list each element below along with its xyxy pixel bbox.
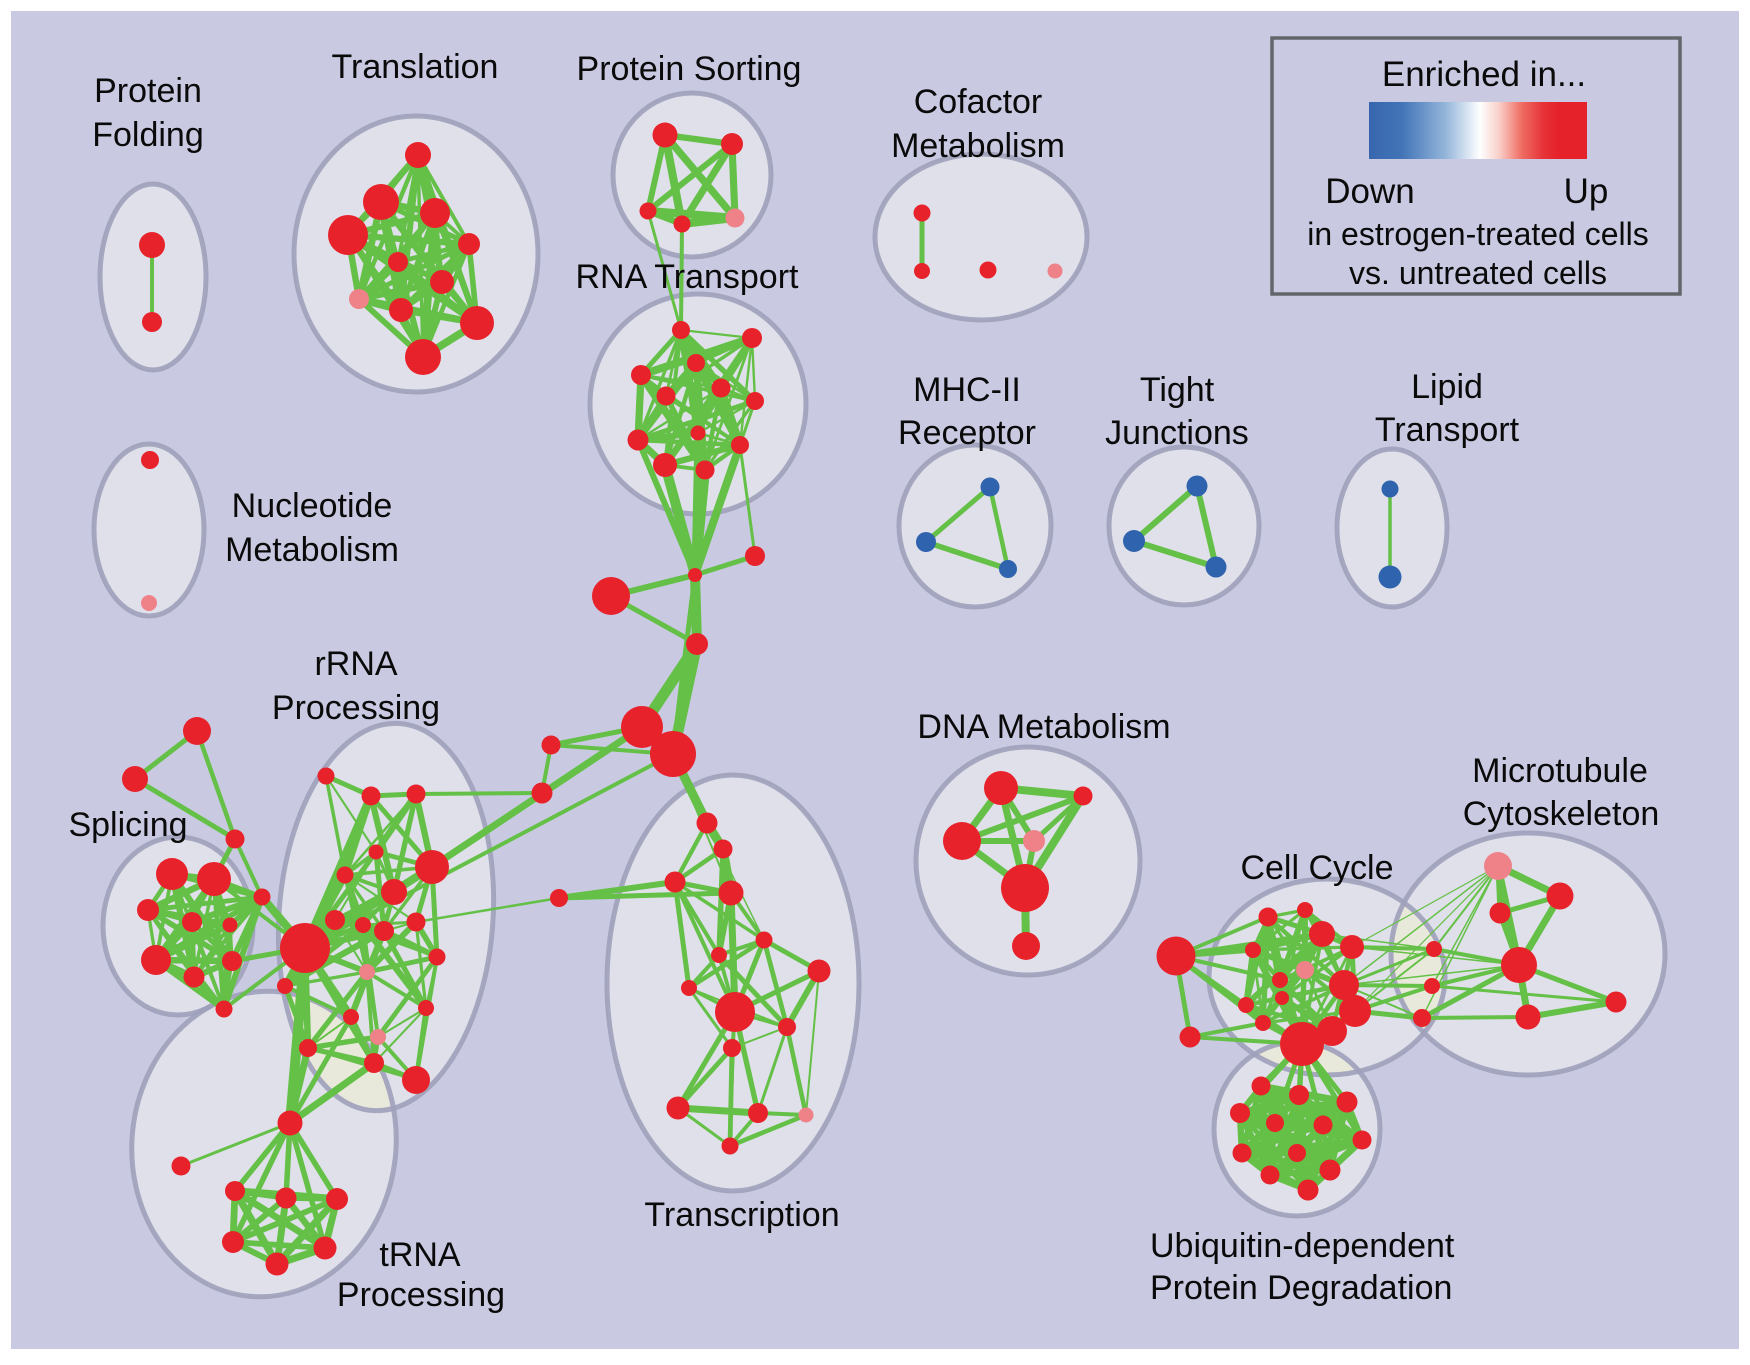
- svg-text:Microtubule: Microtubule: [1472, 752, 1648, 790]
- svg-text:DNA Metabolism: DNA Metabolism: [917, 708, 1170, 746]
- svg-text:Transport: Transport: [1375, 411, 1520, 449]
- svg-text:Cytoskeleton: Cytoskeleton: [1463, 795, 1660, 833]
- svg-text:Metabolism: Metabolism: [891, 127, 1065, 165]
- svg-text:Nucleotide: Nucleotide: [232, 487, 393, 525]
- svg-text:Cofactor: Cofactor: [914, 83, 1043, 121]
- svg-text:Splicing: Splicing: [68, 806, 187, 844]
- svg-text:MHC-II: MHC-II: [913, 371, 1021, 409]
- svg-text:Up: Up: [1564, 172, 1609, 211]
- svg-text:Folding: Folding: [92, 116, 204, 154]
- svg-text:Ubiquitin-dependent: Ubiquitin-dependent: [1150, 1227, 1455, 1265]
- svg-text:in estrogen-treated cells: in estrogen-treated cells: [1307, 216, 1649, 252]
- svg-text:Translation: Translation: [332, 48, 499, 86]
- svg-text:Enriched in...: Enriched in...: [1382, 55, 1586, 94]
- svg-text:vs. untreated cells: vs. untreated cells: [1349, 255, 1607, 291]
- svg-text:Protein Sorting: Protein Sorting: [577, 50, 802, 88]
- svg-text:Processing: Processing: [337, 1276, 505, 1314]
- svg-text:Protein Degradation: Protein Degradation: [1150, 1269, 1452, 1307]
- svg-text:Protein: Protein: [94, 72, 202, 110]
- svg-text:Receptor: Receptor: [898, 414, 1036, 452]
- svg-text:Tight: Tight: [1140, 371, 1215, 409]
- svg-text:Junctions: Junctions: [1105, 414, 1249, 452]
- svg-text:rRNA: rRNA: [314, 645, 397, 683]
- svg-text:Lipid: Lipid: [1411, 368, 1483, 406]
- svg-text:Processing: Processing: [272, 689, 440, 727]
- svg-text:Cell Cycle: Cell Cycle: [1240, 849, 1393, 887]
- svg-text:Transcription: Transcription: [644, 1196, 839, 1234]
- svg-text:RNA Transport: RNA Transport: [576, 258, 800, 296]
- svg-text:Metabolism: Metabolism: [225, 531, 399, 569]
- svg-text:tRNA: tRNA: [379, 1236, 461, 1274]
- svg-text:Down: Down: [1325, 172, 1414, 211]
